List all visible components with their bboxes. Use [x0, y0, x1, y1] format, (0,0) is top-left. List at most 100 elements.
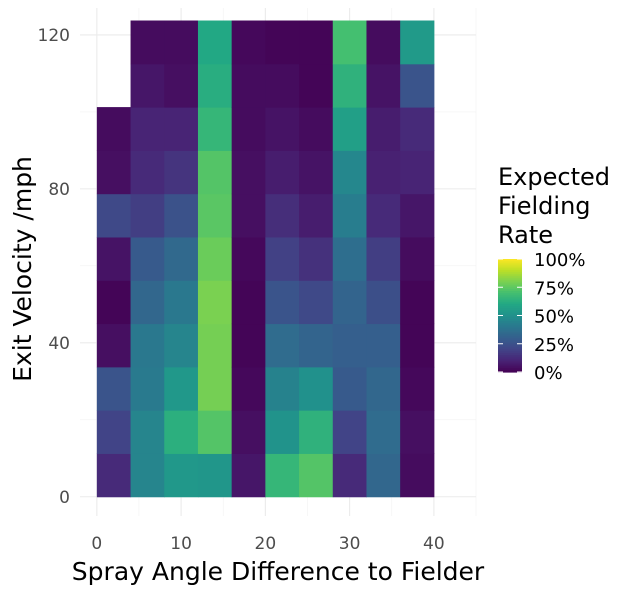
heatmap-tile	[231, 107, 266, 151]
y-tick-label: 80	[48, 180, 70, 200]
heatmap-tiles	[96, 20, 435, 498]
heatmap-tile	[366, 323, 401, 368]
heatmap-tile	[164, 280, 199, 325]
heatmap-tile	[299, 366, 334, 411]
y-tick-label: 120	[38, 26, 70, 46]
legend-colorbar-segment	[498, 279, 522, 283]
heatmap-tile	[400, 20, 435, 65]
heatmap-tile	[265, 366, 300, 411]
legend-colorbar-segment	[498, 345, 522, 349]
legend-colorbar-segment	[498, 362, 522, 366]
heatmap-tile	[299, 193, 334, 238]
legend-colorbar-segment	[498, 260, 522, 264]
heatmap-tile	[299, 280, 334, 325]
heatmap-tile	[299, 150, 334, 195]
legend-colorbar-segment	[498, 356, 522, 360]
legend-label: 75%	[534, 278, 574, 299]
heatmap-tile	[164, 107, 199, 151]
heatmap-tile	[130, 236, 165, 281]
legend-colorbar-segment	[498, 285, 522, 288]
heatmap-tile	[96, 323, 132, 368]
heatmap-tile	[332, 193, 367, 238]
y-tick-label: 40	[48, 334, 70, 354]
legend-title-line-1: Expected	[498, 163, 610, 191]
heatmap-tile	[164, 236, 199, 281]
heatmap-tile	[130, 280, 165, 325]
legend-colorbar-segment	[498, 328, 522, 332]
legend-colorbar-segment	[498, 334, 522, 337]
heatmap-tile	[265, 236, 300, 281]
heatmap-tile	[96, 107, 132, 151]
legend-colorbar-segment	[498, 347, 522, 350]
legend-colorbar-segment	[498, 323, 522, 326]
heatmap-tile	[231, 366, 266, 411]
heatmap-tile	[366, 63, 401, 108]
heatmap-tile	[366, 410, 401, 454]
heatmap-tile	[164, 20, 199, 65]
heatmap-tile	[332, 366, 367, 411]
heatmap-tile	[197, 150, 233, 195]
legend-colorbar-segment	[498, 370, 522, 373]
legend-colorbar-segment	[498, 259, 522, 262]
heatmap-tile	[265, 63, 300, 108]
legend-colorbar-segment	[498, 287, 522, 290]
legend-label: 25%	[534, 335, 574, 356]
heatmap-tile	[197, 236, 233, 281]
heatmap-tile	[164, 63, 199, 108]
heatmap-tile	[265, 193, 300, 238]
heatmap-tile	[299, 323, 334, 368]
legend-colorbar-segment	[498, 368, 522, 371]
heatmap-tile	[96, 236, 132, 281]
legend-colorbar-segment	[498, 300, 522, 303]
heatmap-tile	[197, 107, 233, 151]
heatmap-tile	[231, 193, 266, 238]
legend-label: 0%	[534, 363, 563, 384]
heatmap-tile	[332, 453, 367, 498]
legend-colorbar-segment	[498, 292, 522, 296]
heatmap-tile	[400, 410, 435, 454]
heatmap-tile	[96, 410, 132, 454]
legend-colorbar-segment	[498, 360, 522, 364]
legend-colorbar-segment	[498, 274, 522, 277]
legend-colorbar-segment	[498, 319, 522, 322]
heatmap-tile	[299, 236, 334, 281]
y-axis-ticks: 0 40 80 120	[38, 26, 70, 508]
heatmap-tile	[366, 107, 401, 151]
y-tick-label: 0	[59, 488, 70, 508]
heatmap-tile	[231, 20, 266, 65]
heatmap-tile	[332, 20, 367, 65]
heatmap-tile	[299, 20, 334, 65]
legend-colorbar-segment	[498, 289, 522, 292]
heatmap-tile	[231, 236, 266, 281]
legend-colorbar-segment	[498, 298, 522, 302]
heatmap-tile	[400, 63, 435, 108]
legend-colorbar-segment	[498, 355, 522, 358]
heatmap-tile	[197, 453, 233, 498]
heatmap-tile	[265, 280, 300, 325]
legend-colorbar	[498, 258, 522, 373]
heatmap-tile	[197, 323, 233, 368]
heatmap-tile	[130, 63, 165, 108]
legend-colorbar-segment	[498, 339, 522, 343]
heatmap-tile	[332, 63, 367, 108]
heatmap-tile	[400, 366, 435, 411]
legend-colorbar-segment	[498, 277, 522, 281]
y-axis-title: Exit Velocity /mph	[8, 156, 37, 382]
legend-colorbar-segment	[498, 264, 522, 268]
legend-colorbar-segment	[498, 330, 522, 334]
legend-colorbar-segment	[498, 309, 522, 313]
legend-colorbar-segment	[498, 326, 522, 330]
heatmap-tile	[231, 323, 266, 368]
heatmap-tile	[299, 63, 334, 108]
legend-colorbar-segment	[498, 294, 522, 298]
legend-colorbar-segment	[498, 283, 522, 286]
legend-title-line-3: Rate	[498, 221, 553, 249]
heatmap-tile	[96, 453, 132, 498]
heatmap-tile	[164, 366, 199, 411]
legend-colorbar-segment	[498, 353, 522, 356]
heatmap-tile	[366, 236, 401, 281]
heatmap-tile	[332, 323, 367, 368]
legend-colorbar-segment	[498, 296, 522, 300]
heatmap-tile	[164, 150, 199, 195]
legend-title-line-2: Fielding	[498, 192, 591, 220]
